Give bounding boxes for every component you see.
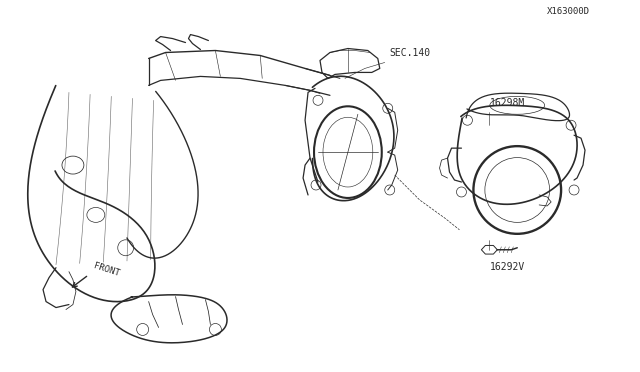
Text: FRONT: FRONT (93, 261, 121, 278)
Text: X163000D: X163000D (547, 7, 590, 16)
Text: SEC.140: SEC.140 (390, 48, 431, 58)
Text: 16292V: 16292V (490, 262, 525, 272)
Text: 16298M: 16298M (490, 98, 525, 108)
